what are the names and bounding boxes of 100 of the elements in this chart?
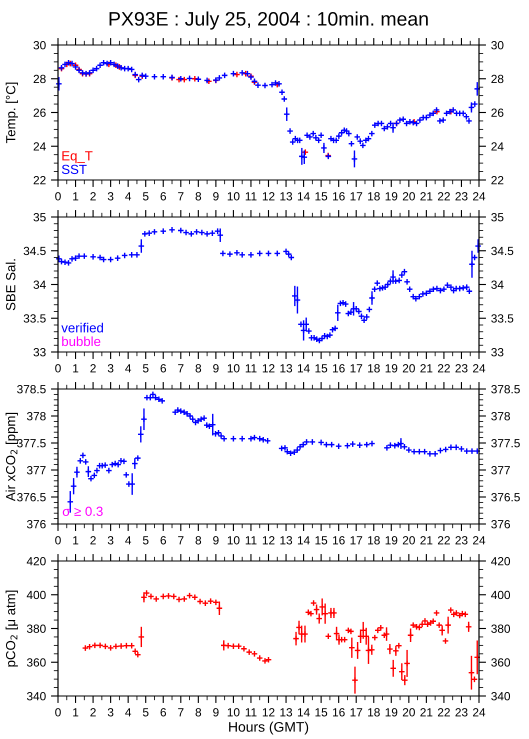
x-tick-label: 19	[386, 364, 398, 372]
x-tick-label: 20	[402, 364, 415, 372]
x-tick-label: 15	[315, 536, 328, 544]
x-tick-label: 10	[228, 536, 240, 544]
x-tick-label: 8	[196, 364, 202, 372]
y-tick-label: 378.5	[17, 385, 46, 394]
x-tick-label: 20	[402, 536, 415, 544]
x-tick-label: 21	[420, 364, 432, 372]
x-tick-label: 14	[298, 192, 310, 200]
y2-tick-label: 28	[491, 74, 504, 84]
x-tick-label: 17	[350, 536, 362, 544]
y2-tick-label: 26	[491, 108, 504, 117]
y-tick-label: 34.5	[24, 246, 46, 256]
x-tick-label: 15	[315, 364, 328, 372]
y2-tick-label: 24	[491, 142, 504, 151]
x-tick-label: 0	[55, 536, 61, 544]
x-tick-label: 11	[246, 536, 257, 544]
y2-tick-label: 30	[491, 41, 504, 50]
y-tick-label: 360	[26, 658, 46, 667]
x-tick-label: 22	[438, 708, 450, 716]
x-tick-label: 15	[315, 708, 328, 716]
x-tick-label: 1	[73, 708, 78, 716]
y-tick-label: 420	[26, 557, 46, 566]
x-tick-label: 23	[455, 536, 468, 544]
x-tick-label: 9	[213, 536, 219, 544]
x-tick-label: 20	[402, 708, 415, 716]
y2-tick-label: 34	[491, 280, 504, 289]
y2-tick-label: 377.5	[491, 439, 520, 448]
x-tick-label: 1	[73, 192, 78, 200]
y-tick-label: 26	[34, 108, 46, 117]
x-tick-label: 5	[142, 708, 148, 716]
x-tick-label: 9	[213, 192, 219, 200]
x-tick-label: 4	[125, 708, 132, 716]
y2-tick-label: 376.5	[491, 493, 520, 502]
y-tick-label: 378	[26, 412, 46, 420]
y-tick-label: 33	[34, 348, 46, 356]
x-tick-label: 3	[108, 192, 114, 200]
x-tick-label: 3	[108, 708, 114, 716]
x-tick-label: 3	[108, 364, 114, 372]
y2-tick-label: 376	[491, 520, 510, 528]
y-tick-label: 24	[34, 142, 46, 151]
y2-tick-label: 340	[491, 692, 510, 700]
y2-tick-label: 360	[491, 658, 510, 667]
x-tick-label: 0	[55, 192, 61, 200]
x-tick-label: 23	[455, 708, 468, 716]
x-tick-label: 6	[160, 536, 166, 544]
text: SST	[62, 164, 87, 174]
x-tick-label: 21	[420, 536, 432, 544]
y-tick-label: 35	[34, 213, 46, 222]
x-tick-label: 16	[333, 536, 345, 544]
x-tick-label: 8	[196, 192, 202, 200]
x-tick-label: 4	[125, 192, 132, 200]
x-tick-label: 7	[178, 536, 184, 544]
y-axis-title: Temp. [°C]	[6, 82, 18, 144]
x-tick-label: 12	[262, 536, 274, 544]
y2-tick-label: 420	[491, 557, 510, 566]
x-tick-label: 5	[142, 364, 148, 372]
y2-tick-label: 34.5	[491, 246, 514, 256]
y2-tick-label: 33	[491, 348, 504, 356]
x-tick-label: 7	[178, 364, 184, 372]
y2-tick-label: 400	[491, 590, 510, 600]
x-tick-label: 2	[90, 192, 96, 200]
x-tick-label: 13	[280, 364, 292, 372]
x-tick-label: 21	[420, 708, 432, 716]
x-tick-label: 24	[473, 708, 486, 716]
annotation: σ ≥ 0.3	[62, 506, 103, 516]
x-tick-label: 8	[196, 536, 202, 544]
y2-tick-label: 377	[491, 466, 510, 474]
x-tick-label: 21	[420, 192, 432, 200]
x-tick-label: 22	[438, 536, 450, 544]
x-tick-label: 17	[350, 708, 362, 716]
x-tick-label: 15	[315, 192, 328, 200]
x-tick-label: 12	[262, 364, 274, 372]
x-tick-label: 7	[178, 708, 184, 716]
x-tick-label: 12	[262, 192, 274, 200]
x-tick-label: 11	[246, 192, 257, 200]
x-tick-label: 11	[246, 708, 257, 716]
text: verified	[61, 322, 103, 332]
x-tick-label: 9	[213, 364, 219, 372]
x-tick-label: 13	[280, 536, 292, 544]
x-tick-label: 9	[213, 708, 219, 716]
x-tick-label: 18	[368, 708, 380, 716]
x-tick-label: 10	[228, 708, 240, 716]
y-tick-label: 30	[34, 41, 46, 50]
x-tick-label: 2	[90, 536, 96, 544]
y2-tick-label: 378	[491, 412, 510, 420]
x-tick-label: 19	[386, 192, 398, 200]
x-tick-label: 17	[350, 364, 362, 372]
y-axis-title: Air xCO$_{2}$ [ppm]	[6, 412, 18, 502]
x-tick-label: 14	[298, 708, 310, 716]
x-tick-label: 18	[368, 536, 380, 544]
y-tick-label: 33.5	[24, 314, 46, 323]
x-tick-label: 24	[473, 536, 486, 544]
x-tick-label: 6	[160, 364, 166, 372]
x-tick-label: 18	[368, 364, 380, 372]
y2-tick-label: 378.5	[491, 385, 520, 394]
x-tick-label: 10	[228, 364, 240, 372]
x-tick-label: 1	[73, 364, 78, 372]
y-tick-label: 377.5	[17, 439, 46, 448]
y-tick-label: 22	[34, 176, 46, 184]
